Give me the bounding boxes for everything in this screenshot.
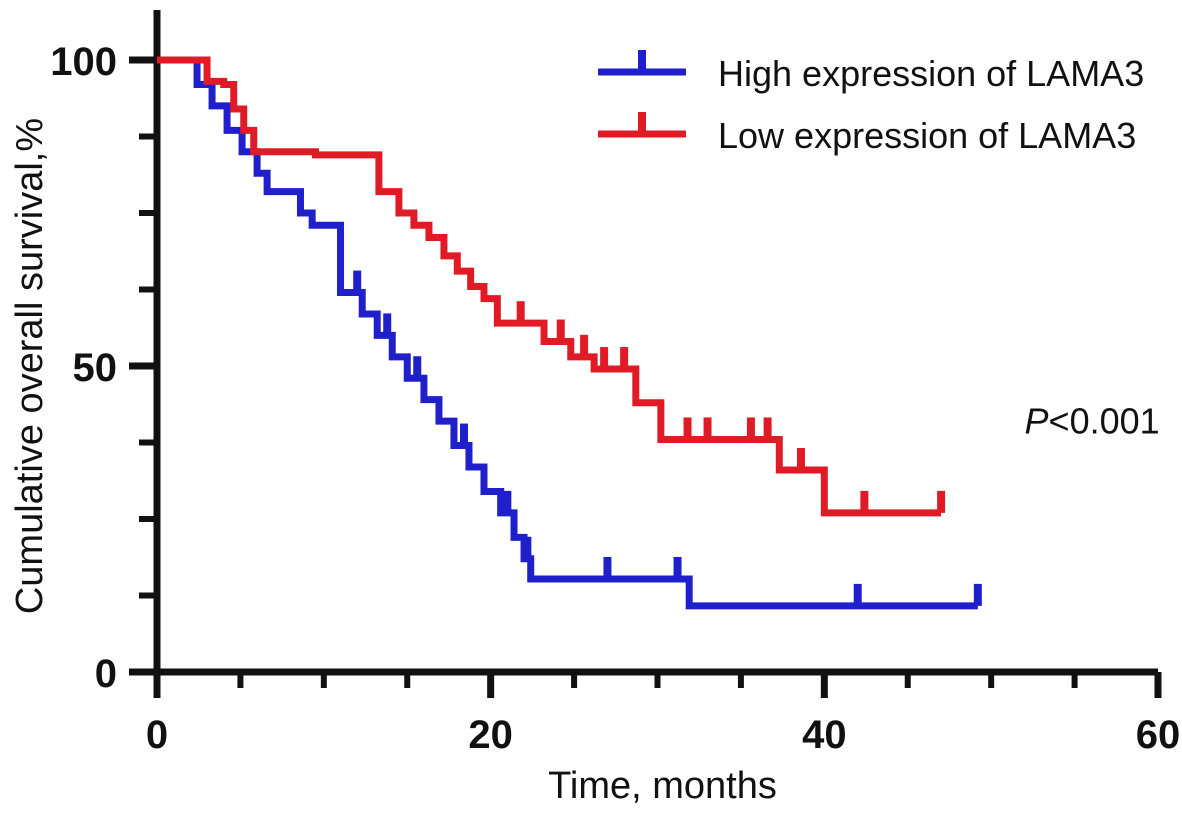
- x-axis-title: Time, months: [548, 765, 777, 807]
- x-tick-label: 0: [146, 713, 168, 757]
- annotations: P<0.001: [1025, 400, 1160, 441]
- y-tick-label: 100: [50, 40, 117, 84]
- x-tick-label: 40: [802, 713, 847, 757]
- series-high: [157, 56, 982, 610]
- x-tick-label: 60: [1136, 713, 1181, 757]
- survival-curve: [157, 56, 978, 610]
- axes: 0 50 100 0 20 40 60 Time, months Cumulative over…: [9, 10, 1180, 807]
- p-value-annotation: P<0.001: [1025, 400, 1160, 441]
- legend-label: Low expression of LAMA3: [718, 115, 1136, 156]
- y-axis-title: Cumulative overall survival,%: [9, 118, 51, 614]
- legend-item-high[interactable]: High expression of LAMA3: [598, 50, 1144, 94]
- y-tick-label: 50: [73, 346, 118, 390]
- series-low: [157, 56, 946, 517]
- series-curves: [157, 56, 982, 610]
- legend-label: High expression of LAMA3: [718, 53, 1144, 94]
- survival-curve: [157, 56, 942, 517]
- legend: High expression of LAMA3 Low expression o…: [598, 50, 1144, 156]
- legend-item-low[interactable]: Low expression of LAMA3: [598, 112, 1136, 156]
- x-tick-label: 20: [468, 713, 513, 757]
- y-tick-label: 0: [95, 652, 117, 696]
